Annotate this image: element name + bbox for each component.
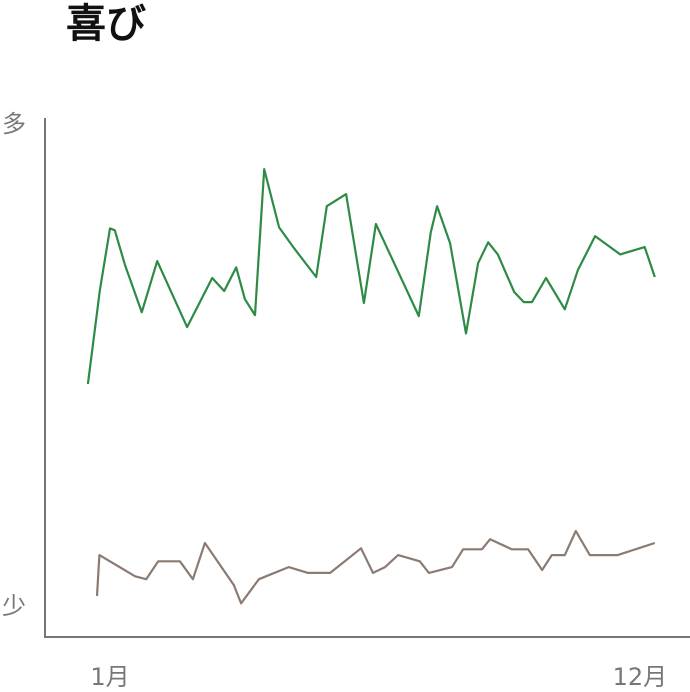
line-series <box>86 168 656 385</box>
y-tick-label: 少 <box>2 592 26 620</box>
x-tick-label: 12月 <box>613 663 668 691</box>
y-tick-label: 多 <box>2 110 26 138</box>
chart-title: 喜び <box>66 1 146 47</box>
x-tick-label: 1月 <box>90 663 129 691</box>
line-series <box>95 529 656 605</box>
